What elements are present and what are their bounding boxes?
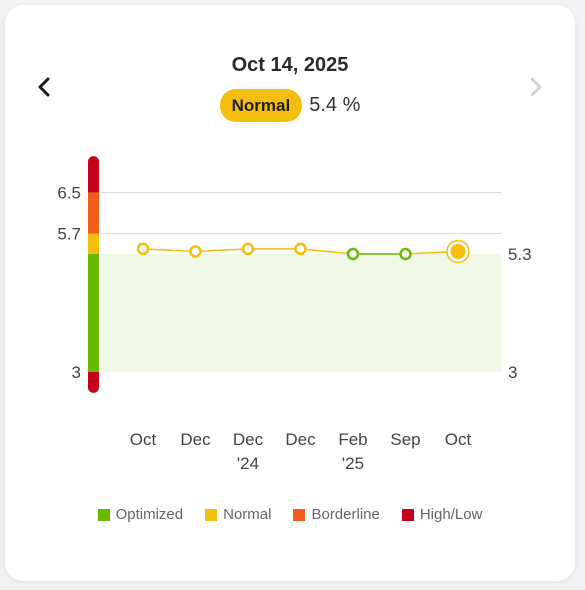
data-point (346, 247, 360, 261)
target-band (101, 254, 501, 372)
range-bar-cap-bottom (88, 381, 99, 393)
legend-item-optimized: Optimized (97, 506, 184, 523)
range-bar-cap-top (88, 156, 99, 168)
range-bar-high_low (88, 372, 99, 388)
legend-label: High/Low (419, 506, 483, 523)
previous-button[interactable] (27, 70, 61, 104)
series-line-segment (142, 248, 196, 253)
data-point (189, 245, 202, 258)
x-tick-label: Oct (445, 430, 472, 449)
range-bar-optimized (88, 254, 99, 372)
series-line-segment (195, 248, 249, 253)
hba1c-chart: 3 5.7 6.5 3 5.3 Oct Dec Dec '24 Dec Feb '25 Sep Oct (57, 156, 532, 473)
reading-value: 5.4 % (309, 94, 361, 116)
legend-item-high_low: High/Low (401, 506, 483, 523)
y-tick-right: 5.3 (508, 245, 532, 264)
data-point (399, 247, 412, 261)
legend-label: Borderline (311, 506, 380, 523)
data-point-selected (450, 243, 466, 259)
x-tick-label: Oct (130, 430, 157, 449)
x-tick-label: Sep (390, 430, 420, 449)
x-tick-label: '25 (342, 454, 364, 473)
legend-item-borderline: Borderline (293, 506, 380, 523)
series-line-segment (300, 248, 354, 255)
data-point (136, 242, 150, 256)
y-tick-left: 6.5 (57, 183, 81, 202)
legend-swatch (97, 508, 110, 521)
y-tick-left: 3 (72, 363, 81, 382)
reading-date: Oct 14, 2025 (231, 54, 349, 76)
x-tick-label: Feb (338, 430, 367, 449)
chevron-right-icon (530, 77, 542, 97)
x-tick-label: Dec (233, 430, 264, 449)
data-point (294, 242, 307, 256)
x-tick-label: '24 (237, 454, 259, 473)
status-badge: Normal (219, 89, 303, 122)
legend-label: Optimized (115, 506, 184, 523)
legend-swatch (205, 508, 218, 521)
chevron-left-icon (38, 77, 50, 97)
range-bar-normal (88, 233, 99, 255)
range-bar-high_low (88, 161, 99, 193)
chart-legend: Optimized Normal Borderline High/Low (0, 506, 580, 523)
data-point (241, 242, 255, 256)
legend-swatch (401, 508, 414, 521)
next-button[interactable] (519, 70, 553, 104)
x-tick-label: Dec (180, 430, 211, 449)
x-tick-label: Dec (285, 430, 316, 449)
y-tick-right: 3 (508, 363, 517, 382)
legend-label: Normal (223, 506, 272, 523)
legend-item-normal: Normal (205, 506, 271, 523)
status-row: Normal 5.4 % (0, 89, 580, 122)
y-tick-left: 5.7 (57, 224, 81, 243)
legend-swatch (293, 508, 306, 521)
range-bar-borderline (88, 192, 99, 234)
